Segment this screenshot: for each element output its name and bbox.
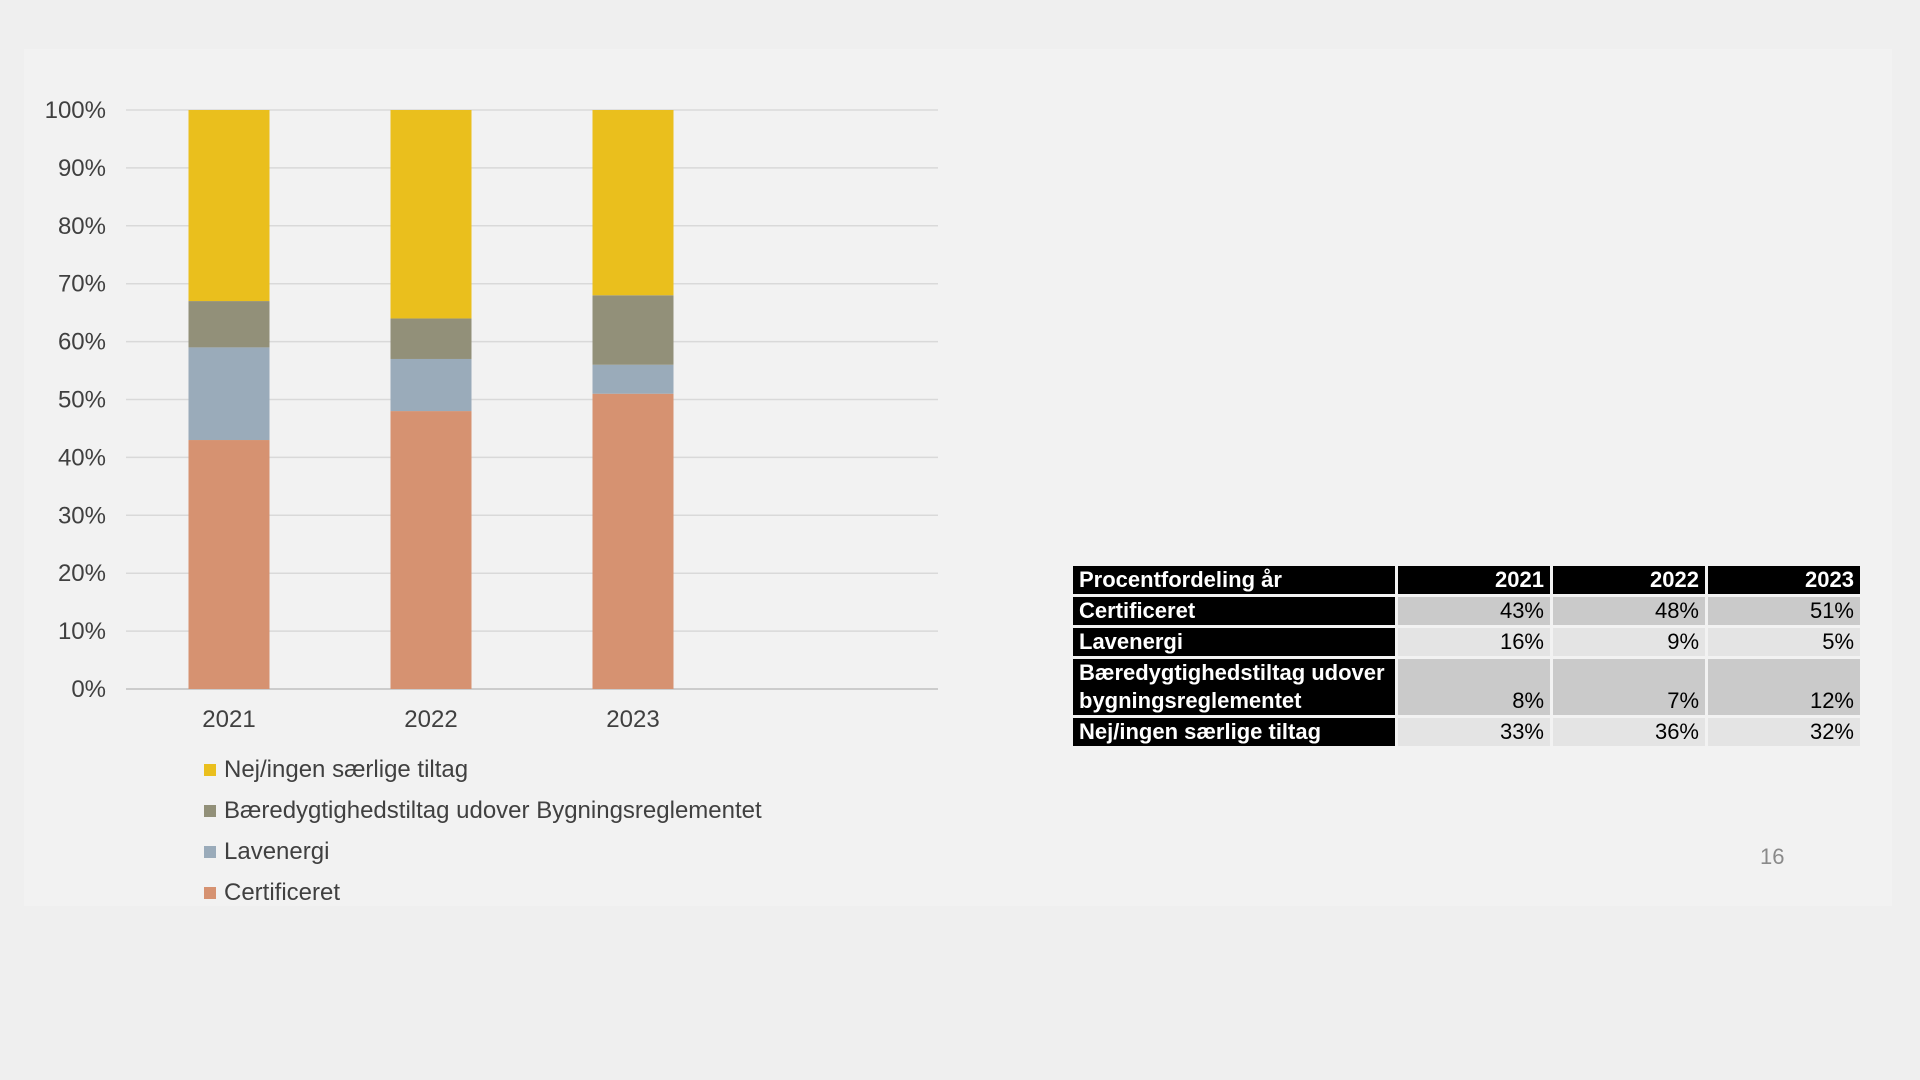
y-tick-label: 50% xyxy=(58,387,106,414)
bar-segment xyxy=(592,110,674,296)
table-row-label: Nej/ingen særlige tiltag xyxy=(1073,718,1395,746)
table-cell: 16% xyxy=(1398,628,1550,656)
table-row: Certificeret 43% 48% 51% xyxy=(1073,597,1860,625)
legend-swatch-icon xyxy=(204,845,216,858)
legend-item: Bæredygtighedstiltag udover Bygningsregl… xyxy=(204,790,762,831)
y-tick-label: 0% xyxy=(71,676,106,703)
x-tick-label: 2022 xyxy=(404,706,457,733)
table-row-label: Lavenergi xyxy=(1073,628,1395,656)
table-header-row: Procentfordeling år 2021 2022 2023 xyxy=(1073,566,1860,594)
table-cell: 9% xyxy=(1553,628,1705,656)
page-number: 16 xyxy=(1760,844,1785,869)
bar-segment xyxy=(592,364,674,394)
table-header-cell: 2023 xyxy=(1708,566,1860,594)
y-tick-label: 100% xyxy=(45,97,106,124)
legend-label: Lavenergi xyxy=(224,837,330,865)
y-tick-label: 40% xyxy=(58,444,106,471)
y-tick-label: 20% xyxy=(58,560,106,587)
y-tick-label: 70% xyxy=(58,271,106,298)
y-tick-label: 90% xyxy=(58,155,106,182)
legend-label: Certificeret xyxy=(224,878,341,906)
legend-item: Certificeret xyxy=(204,872,762,913)
table-row: Lavenergi 16% 9% 5% xyxy=(1073,628,1860,656)
legend-label: Bæredygtighedstiltag udover Bygningsregl… xyxy=(224,796,762,824)
bar-segment xyxy=(390,110,472,319)
y-tick-label: 30% xyxy=(58,502,106,529)
chart-legend: Nej/ingen særlige tiltag Bæredygtighedst… xyxy=(204,749,762,913)
x-tick-label: 2023 xyxy=(606,706,659,733)
legend-label: Nej/ingen særlige tiltag xyxy=(224,755,469,783)
table-cell: 5% xyxy=(1708,628,1860,656)
legend-swatch-icon xyxy=(204,763,216,776)
table-row-label: Bæredygtighedstiltag udover bygningsregl… xyxy=(1073,659,1395,715)
table-cell: 8% xyxy=(1398,659,1550,715)
bar-segment xyxy=(188,347,270,441)
legend-item: Lavenergi xyxy=(204,831,762,872)
stacked-bar-chart: 0% 10% 20% 30% 40% 50% 60% 70% 80% 90% 100% 2021 202… xyxy=(45,97,938,733)
table-cell: 7% xyxy=(1553,659,1705,715)
bar-segment xyxy=(188,440,270,689)
table-row-label: Certificeret xyxy=(1073,597,1395,625)
bar-segment xyxy=(592,393,674,689)
table-cell: 33% xyxy=(1398,718,1550,746)
y-tick-label: 80% xyxy=(58,213,106,240)
legend-swatch-icon xyxy=(204,804,216,817)
y-tick-label: 60% xyxy=(58,329,106,356)
slide: 0% 10% 20% 30% 40% 50% 60% 70% 80% 90% 100% 2021 202… xyxy=(24,49,1892,906)
bar-segment xyxy=(390,318,472,359)
legend-item: Nej/ingen særlige tiltag xyxy=(204,749,762,790)
y-tick-label: 10% xyxy=(58,618,106,645)
table-header-cell: 2021 xyxy=(1398,566,1550,594)
x-tick-label: 2021 xyxy=(202,706,255,733)
table-cell: 43% xyxy=(1398,597,1550,625)
table-header-cell: Procentfordeling år xyxy=(1073,566,1395,594)
table-header-cell: 2022 xyxy=(1553,566,1705,594)
table-cell: 51% xyxy=(1708,597,1860,625)
table-cell: 36% xyxy=(1553,718,1705,746)
bar-segment xyxy=(592,295,674,365)
table-cell: 32% xyxy=(1708,718,1860,746)
table-row: Nej/ingen særlige tiltag 33% 36% 32% xyxy=(1073,718,1860,746)
bar-segment xyxy=(188,301,270,348)
bar-segment xyxy=(390,411,472,689)
table-row: Bæredygtighedstiltag udover bygningsregl… xyxy=(1073,659,1860,715)
table-cell: 12% xyxy=(1708,659,1860,715)
data-table: Procentfordeling år 2021 2022 2023 Certi… xyxy=(1070,563,1863,749)
legend-swatch-icon xyxy=(204,886,216,899)
table-cell: 48% xyxy=(1553,597,1705,625)
bar-segment xyxy=(188,110,270,302)
bar-segment xyxy=(390,358,472,412)
